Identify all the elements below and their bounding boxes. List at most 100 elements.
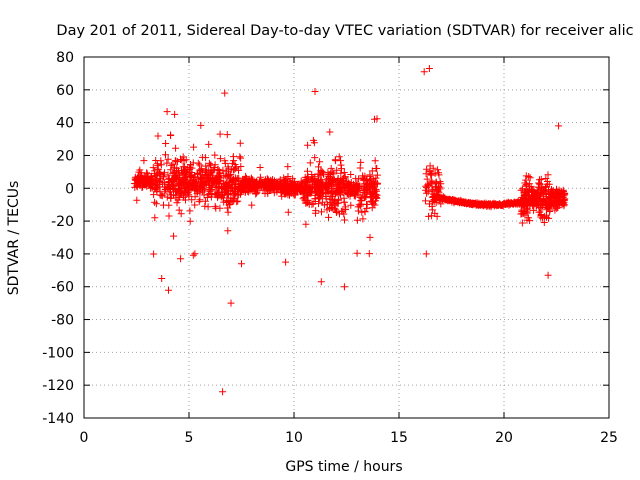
data-point bbox=[229, 198, 237, 205]
data-point bbox=[197, 174, 204, 182]
data-point bbox=[316, 158, 324, 166]
data-point bbox=[163, 159, 171, 167]
data-point bbox=[530, 186, 538, 194]
data-point bbox=[223, 204, 231, 212]
data-point bbox=[301, 188, 309, 196]
data-point bbox=[355, 175, 363, 183]
data-point bbox=[172, 175, 180, 183]
data-point bbox=[237, 163, 245, 170]
data-point bbox=[152, 172, 160, 180]
data-point bbox=[433, 212, 441, 220]
data-point bbox=[520, 191, 528, 199]
data-point bbox=[298, 184, 306, 192]
data-point bbox=[154, 165, 162, 173]
data-point bbox=[221, 89, 229, 97]
data-point bbox=[214, 178, 222, 185]
data-point bbox=[230, 176, 238, 184]
x-tick-label: 5 bbox=[185, 430, 194, 446]
y-tick-label: 0 bbox=[65, 181, 74, 197]
data-point bbox=[521, 179, 529, 187]
data-point bbox=[177, 210, 185, 218]
y-tick-label: 80 bbox=[56, 50, 74, 66]
data-point bbox=[542, 191, 550, 198]
data-point bbox=[179, 163, 187, 171]
data-point bbox=[167, 166, 175, 174]
data-point bbox=[152, 200, 160, 208]
data-point bbox=[544, 171, 552, 179]
data-point bbox=[215, 192, 223, 200]
data-point bbox=[256, 164, 264, 171]
data-point bbox=[180, 169, 188, 177]
data-point bbox=[325, 180, 333, 188]
data-point bbox=[435, 171, 443, 179]
data-point bbox=[170, 186, 178, 193]
y-tick-label: -60 bbox=[51, 280, 74, 296]
data-point bbox=[207, 169, 215, 177]
data-point bbox=[169, 169, 177, 177]
data-point bbox=[262, 183, 270, 191]
data-point bbox=[437, 180, 445, 188]
data-point bbox=[424, 188, 432, 196]
data-point bbox=[141, 181, 149, 189]
data-point bbox=[172, 144, 180, 152]
x-tick-label: 25 bbox=[600, 430, 618, 446]
data-point bbox=[368, 167, 376, 175]
data-point bbox=[257, 180, 265, 188]
data-point bbox=[328, 193, 336, 201]
data-point bbox=[366, 171, 374, 179]
data-point bbox=[302, 220, 310, 228]
data-point bbox=[336, 187, 344, 195]
data-point bbox=[370, 181, 378, 189]
data-point bbox=[271, 182, 279, 190]
data-point bbox=[219, 388, 227, 396]
data-point bbox=[428, 180, 436, 188]
data-point bbox=[434, 166, 442, 174]
y-tick-label: -80 bbox=[51, 313, 74, 329]
data-point bbox=[371, 157, 379, 165]
data-point bbox=[162, 140, 170, 147]
data-point bbox=[553, 185, 560, 193]
data-point bbox=[131, 183, 139, 191]
data-point bbox=[304, 175, 312, 183]
data-point bbox=[162, 151, 169, 159]
data-point bbox=[290, 180, 298, 188]
y-tick-label: 40 bbox=[56, 116, 74, 132]
data-point bbox=[269, 176, 277, 183]
data-point bbox=[239, 182, 247, 190]
data-point bbox=[334, 196, 342, 204]
data-point bbox=[242, 172, 250, 180]
data-point bbox=[227, 299, 235, 307]
data-point bbox=[212, 204, 220, 212]
data-point bbox=[354, 203, 362, 211]
y-axis-title: SDTVAR / TECUs bbox=[6, 181, 22, 296]
data-point bbox=[170, 232, 178, 240]
data-point bbox=[369, 175, 377, 183]
data-point bbox=[180, 177, 188, 185]
data-point bbox=[229, 189, 237, 197]
data-point bbox=[525, 180, 533, 188]
data-point bbox=[365, 179, 373, 187]
data-point bbox=[326, 128, 334, 136]
data-point bbox=[303, 198, 311, 206]
data-point bbox=[358, 194, 366, 202]
data-point bbox=[373, 180, 381, 188]
data-point bbox=[189, 251, 197, 259]
data-point bbox=[537, 211, 545, 218]
x-tick-label: 10 bbox=[285, 430, 303, 446]
data-point bbox=[205, 159, 213, 167]
data-point bbox=[278, 182, 286, 190]
data-point bbox=[327, 169, 335, 177]
y-tick-label: 60 bbox=[56, 83, 74, 99]
data-point bbox=[151, 214, 159, 222]
data-point bbox=[216, 155, 224, 163]
data-point bbox=[535, 201, 542, 209]
data-point bbox=[314, 179, 322, 187]
data-point bbox=[424, 181, 432, 189]
data-point bbox=[546, 208, 554, 215]
data-point bbox=[542, 175, 550, 182]
data-point bbox=[311, 195, 319, 203]
data-point bbox=[359, 172, 367, 180]
data-point bbox=[174, 196, 182, 204]
data-point bbox=[531, 195, 539, 203]
